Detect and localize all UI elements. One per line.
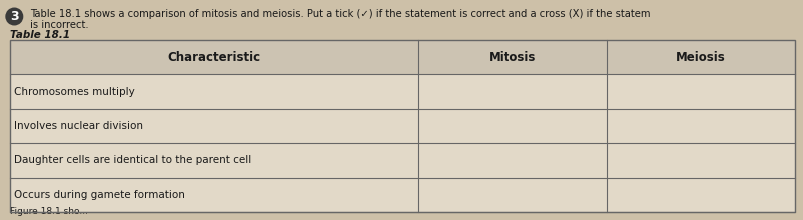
- Bar: [10, 40, 794, 74]
- Text: LIONPRIDE: LIONPRIDE: [309, 43, 495, 72]
- Text: Involves nuclear division: Involves nuclear division: [14, 121, 143, 131]
- Text: 3: 3: [10, 10, 18, 23]
- Text: Mitosis: Mitosis: [488, 51, 536, 64]
- Text: Characteristic: Characteristic: [167, 51, 260, 64]
- Text: Table 18.1 shows a comparison of mitosis and meiosis. Put a tick (✓) if the stat: Table 18.1 shows a comparison of mitosis…: [30, 9, 650, 19]
- Text: is incorrect.: is incorrect.: [30, 20, 88, 30]
- Text: Table 18.1: Table 18.1: [10, 30, 70, 40]
- Text: Chromosomes multiply: Chromosomes multiply: [14, 87, 135, 97]
- Text: Occurs during gamete formation: Occurs during gamete formation: [14, 190, 185, 200]
- Text: Daughter cells are identical to the parent cell: Daughter cells are identical to the pare…: [14, 155, 251, 165]
- Text: Meiosis: Meiosis: [675, 51, 725, 64]
- Bar: [10, 40, 794, 212]
- Text: Figure 18.1 sho...: Figure 18.1 sho...: [10, 207, 88, 216]
- Bar: [10, 40, 794, 212]
